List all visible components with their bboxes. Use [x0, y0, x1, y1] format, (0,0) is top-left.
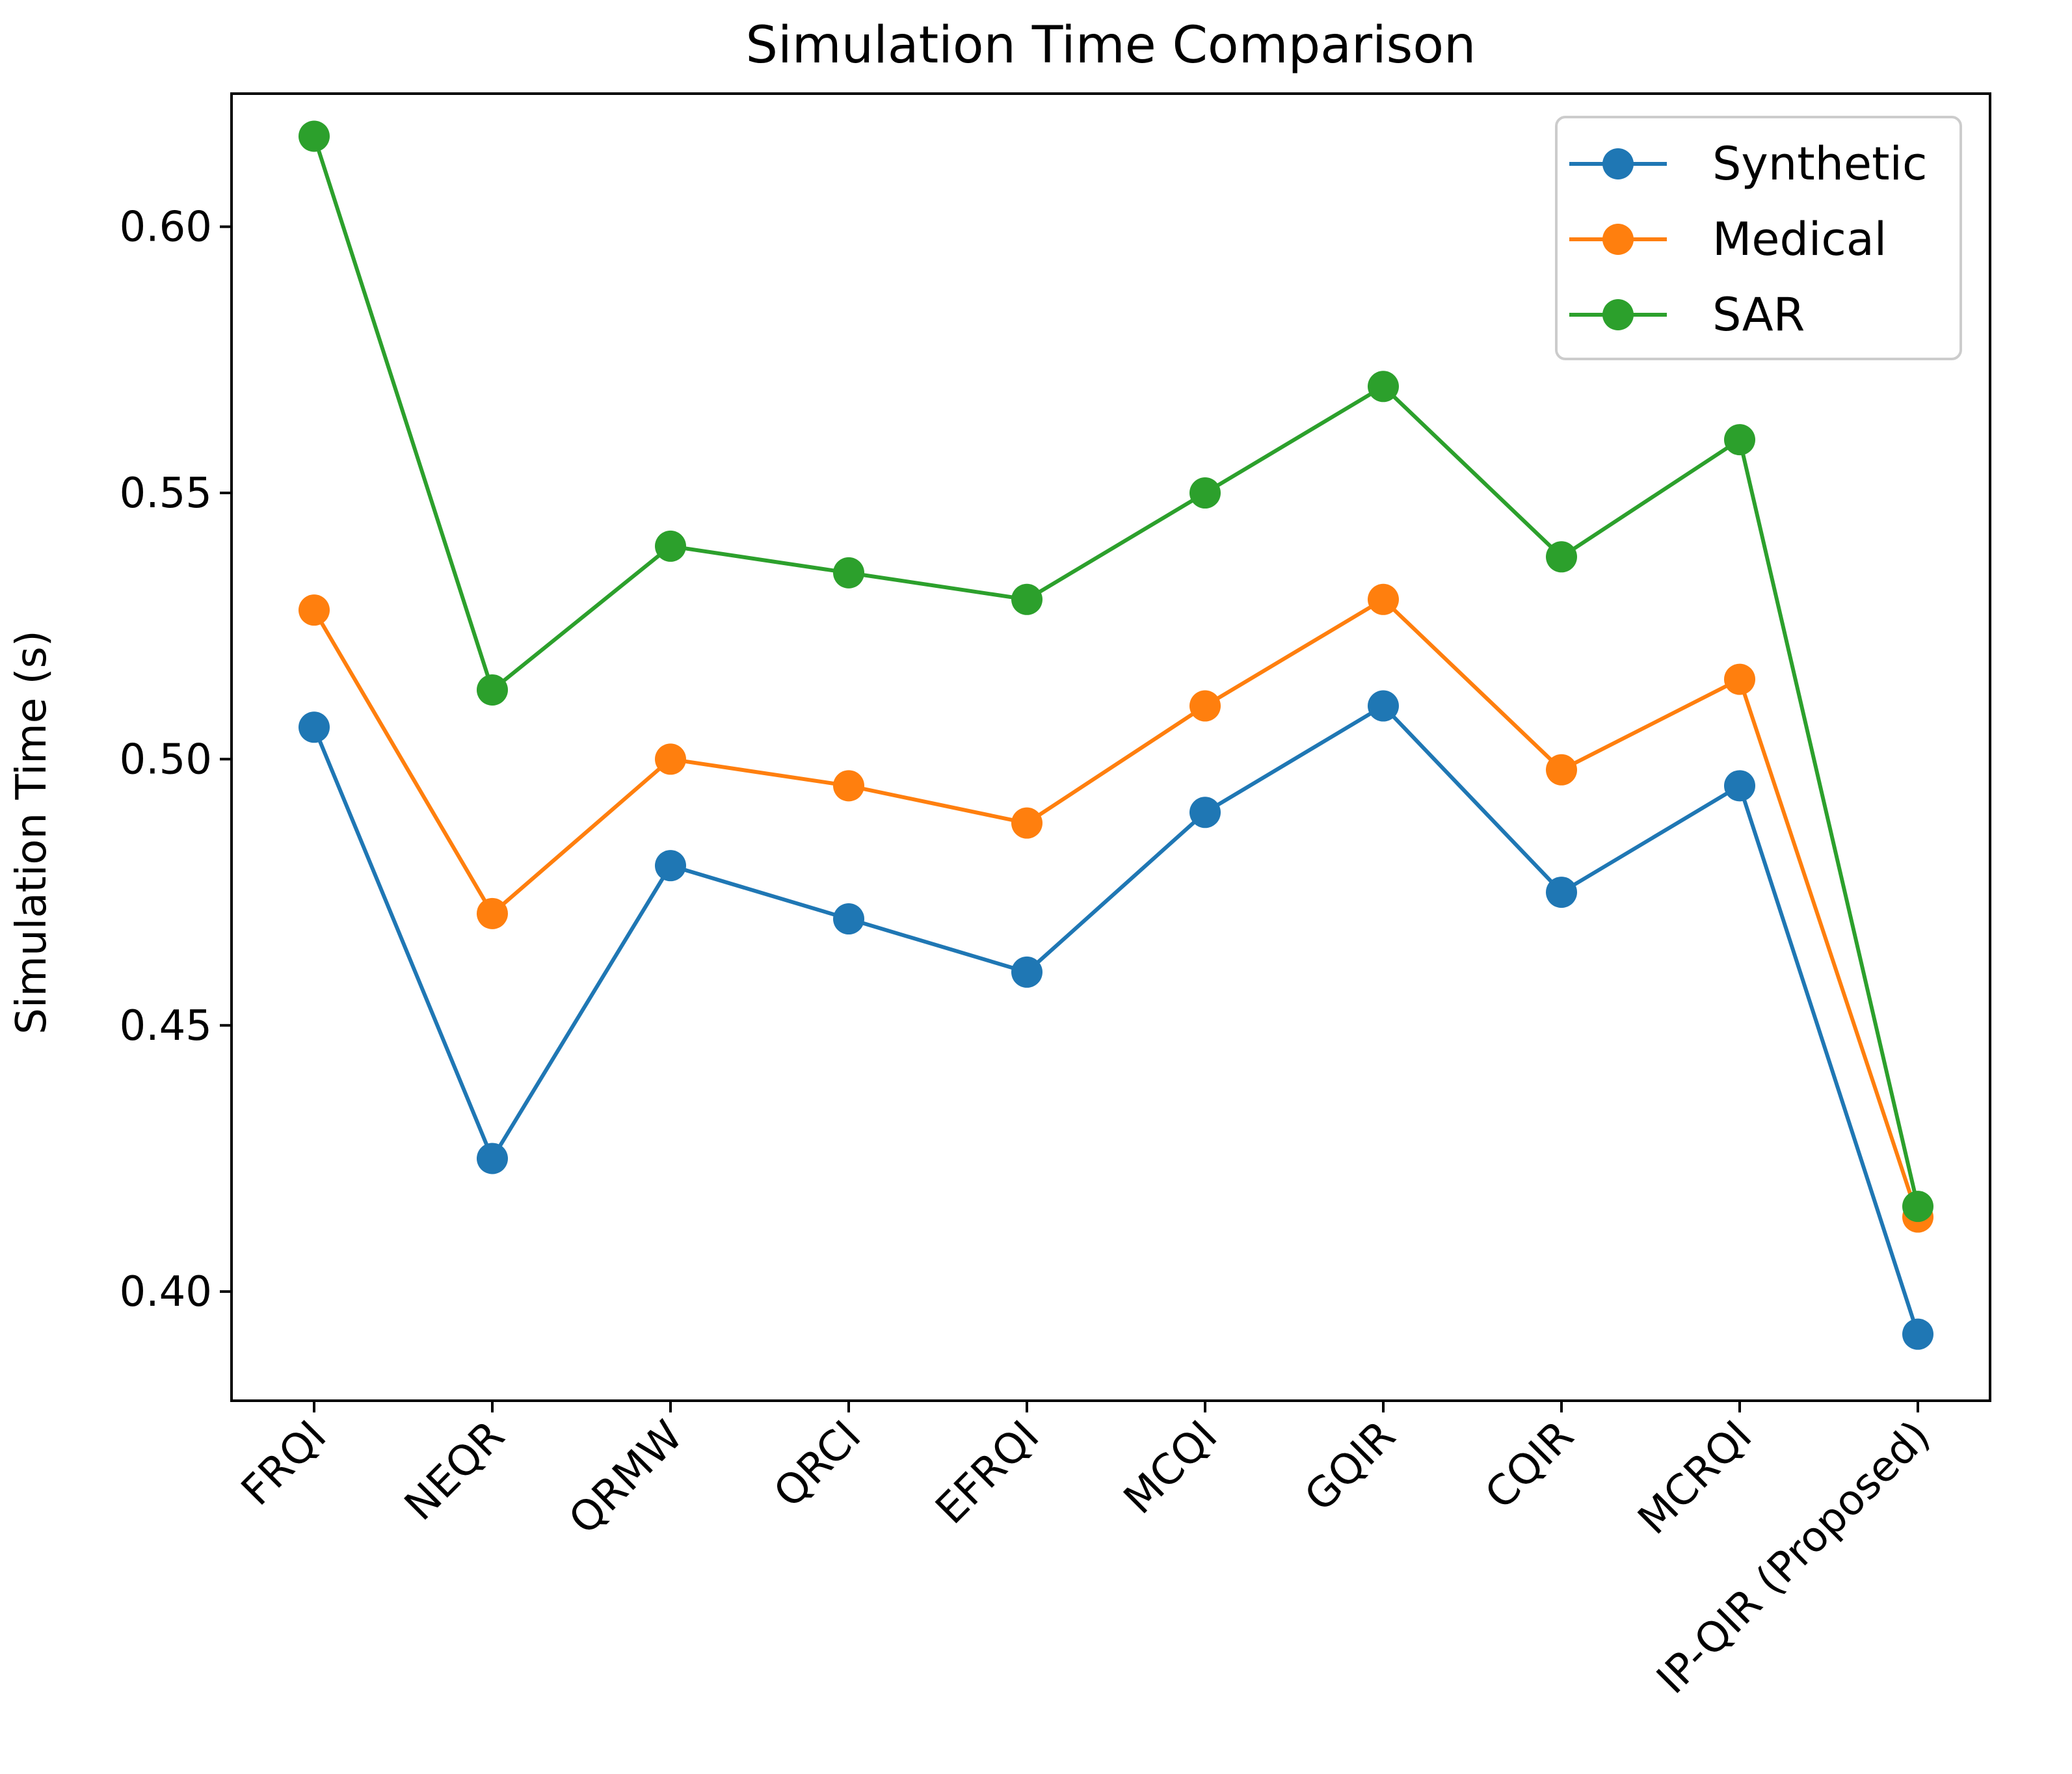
series-line-sar: [312, 135, 1920, 1207]
series-line-medical: [312, 597, 1920, 1218]
legend-label: Medical: [1712, 213, 1887, 266]
y-tick-label: 0.60: [120, 204, 213, 252]
data-point-sar: [477, 674, 508, 706]
data-point-synthetic: [1902, 1318, 1933, 1350]
data-point-medical: [1724, 663, 1755, 695]
legend-marker: [1602, 148, 1634, 179]
data-point-synthetic: [299, 711, 330, 743]
data-point-synthetic: [1189, 797, 1221, 828]
y-tick-label: 0.40: [120, 1268, 213, 1316]
legend-marker: [1602, 224, 1634, 255]
data-point-synthetic: [1724, 770, 1755, 802]
data-point-medical: [299, 594, 330, 626]
legend-label: SAR: [1712, 288, 1805, 341]
data-point-synthetic: [1546, 877, 1577, 908]
series-layer: [299, 120, 1933, 1350]
legend-items: Synthetic Medical SAR: [1569, 137, 1927, 341]
y-tick-label: 0.45: [120, 1002, 213, 1050]
series-sar: [299, 120, 1933, 1223]
data-point-medical: [833, 770, 864, 802]
data-point-sar: [1546, 541, 1577, 573]
data-point-sar: [299, 120, 330, 152]
plot-frame: [230, 92, 1991, 1402]
series-medical: [299, 583, 1933, 1233]
data-point-medical: [1546, 754, 1577, 786]
data-point-medical: [477, 897, 508, 929]
data-point-sar: [1902, 1191, 1933, 1223]
legend-marker: [1602, 299, 1634, 330]
data-point-synthetic: [1368, 690, 1399, 722]
data-point-sar: [1189, 477, 1221, 509]
data-point-sar: [1368, 371, 1399, 403]
data-point-sar: [833, 557, 864, 589]
data-point-synthetic: [655, 850, 686, 882]
data-point-sar: [1011, 583, 1043, 615]
data-point-synthetic: [833, 903, 864, 935]
y-tick-label: 0.50: [120, 735, 213, 784]
legend-item-medical: Medical: [1569, 213, 1887, 266]
chart-title: Simulation Time Comparison: [746, 16, 1476, 75]
y-axis-label: Simulation Time (s): [8, 630, 56, 1035]
legend: Synthetic Medical SAR: [1555, 116, 1962, 360]
data-point-synthetic: [1011, 956, 1043, 988]
legend-box: [1555, 116, 1962, 360]
data-point-synthetic: [477, 1143, 508, 1174]
data-point-medical: [1189, 690, 1221, 722]
y-axis-ticks: 0.40 0.45 0.50 0.55 0.60: [120, 204, 232, 1316]
series-line-synthetic: [312, 704, 1920, 1335]
data-point-medical: [655, 743, 686, 775]
series-synthetic: [299, 690, 1933, 1350]
legend-item-sar: SAR: [1569, 288, 1805, 341]
data-point-sar: [1724, 424, 1755, 456]
data-point-sar: [655, 530, 686, 562]
data-point-medical: [1368, 583, 1399, 615]
legend-label: Synthetic: [1712, 137, 1927, 191]
legend-item-synthetic: Synthetic: [1569, 137, 1927, 191]
y-tick-label: 0.55: [120, 470, 213, 518]
data-point-medical: [1011, 807, 1043, 839]
